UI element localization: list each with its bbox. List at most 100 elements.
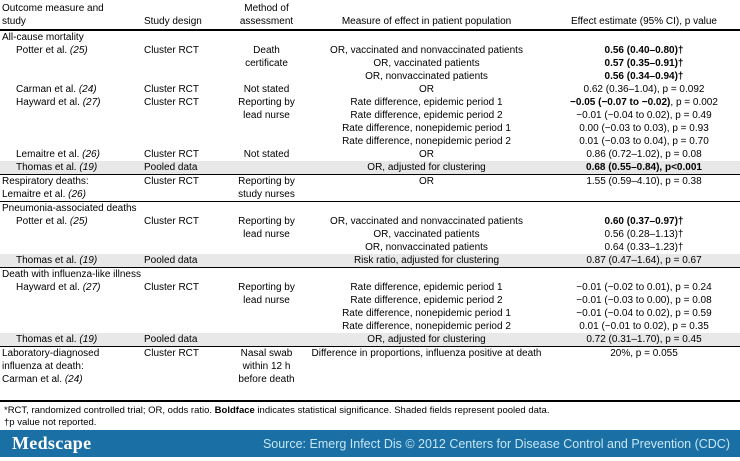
measure-cell: Rate difference, nonepidemic period 2 [342, 136, 511, 147]
effect-cell: 0.56 (0.40–0.80)† [548, 44, 740, 57]
measure-cell: OR, adjusted for clustering [305, 161, 548, 175]
method-cell: Reporting by lead nurse [238, 216, 295, 240]
effect-text: −0.01 (−0.03 to 0.00), p = 0.08 [576, 295, 712, 306]
section-title: Laboratory-diagnosed influenza at death: [2, 348, 100, 372]
effect-text: 0.01 (−0.03 to 0.04), p = 0.70 [579, 136, 709, 147]
table-row-pooled: Thomas et al. (19) Pooled data OR, adjus… [0, 161, 740, 175]
table-row: OR, nonvaccinated patients 0.56 (0.34–0.… [0, 70, 740, 83]
study-name: Hayward et al. [16, 282, 80, 293]
measure-cell: Risk ratio, adjusted for clustering [305, 254, 548, 268]
measure-cell: Rate difference, epidemic period 2 [350, 295, 503, 306]
table-row: OR, nonvaccinated patients 0.64 (0.33–1.… [0, 241, 740, 254]
section-all-cause-mortality: All-cause mortality Potter et al. (25) C… [0, 30, 740, 175]
effect-bold: 0.56 (0.40–0.80)† [604, 45, 684, 56]
effect-cell: 0.56 (0.34–0.94)† [548, 70, 740, 83]
effect-cell: 0.01 (−0.03 to 0.04), p = 0.70 [548, 135, 740, 148]
method-cell: Not stated [243, 149, 290, 160]
measure-cell: OR, vaccinated and nonvaccinated patient… [330, 45, 523, 56]
effect-cell: 0.72 (0.31–1.70), p = 0.45 [548, 333, 740, 347]
study-ref: (26) [82, 149, 100, 160]
measure-cell: OR, vaccinated patients [373, 229, 480, 240]
effect-text: −0.01 (−0.04 to 0.02), p = 0.49 [576, 110, 712, 121]
effect-text: 0.86 (0.72–1.02), p = 0.08 [586, 149, 702, 160]
footnote-boldface: Boldface [214, 405, 255, 416]
table-row-pooled: Thomas et al. (19) Pooled data OR, adjus… [0, 333, 740, 347]
section-title: Respiratory deaths: [2, 176, 89, 187]
outcome-cell: Respiratory deaths: Lemaitre et al. (26) [0, 174, 140, 202]
measure-cell: Rate difference, nonepidemic period 1 [342, 308, 511, 319]
table-row: Rate difference, nonepidemic period 1 0.… [0, 122, 740, 135]
effect-bold: 0.60 (0.37–0.97)† [604, 216, 684, 227]
study-name: Carman et al. [2, 374, 63, 385]
effect-cell: −0.05 (−0.07 to −0.02), p = 0.002 [548, 96, 740, 109]
effect-text: 0.01 (−0.01 to 0.02), p = 0.35 [579, 321, 709, 332]
method-cell [228, 333, 305, 347]
study-cell: Carman et al. (24) [0, 83, 140, 96]
method-cell [228, 254, 305, 268]
measure-cell: OR, adjusted for clustering [305, 333, 548, 347]
section-title: Death with influenza-like illness [0, 267, 740, 281]
study-name: Thomas et al. [16, 334, 77, 345]
measure-cell: Rate difference, nonepidemic period 1 [342, 123, 511, 134]
study-ref: (19) [79, 334, 98, 345]
study-ref: (27) [82, 97, 101, 108]
table-row: Hayward et al. (27) Cluster RCT Reportin… [0, 281, 740, 306]
effect-cell: 0.62 (0.36–1.04), p = 0.092 [548, 83, 740, 96]
study-name: Thomas et al. [16, 255, 77, 266]
footnote-line-2: †p value not reported. [4, 417, 97, 428]
measure-cell: Rate difference, epidemic period 2 [350, 110, 503, 121]
col-header-measure: Measure of effect in patient population [305, 0, 548, 31]
table-header: Outcome measure and study Study design M… [0, 0, 740, 31]
effect-text: 0.64 (0.33–1.23)† [604, 242, 684, 253]
col-header-effect: Effect estimate (95% CI), p value [548, 0, 740, 31]
effect-text: 0.72 (0.31–1.70), p = 0.45 [586, 334, 702, 345]
effect-cell: −0.01 (−0.02 to 0.01), p = 0.24 [548, 281, 740, 294]
study-ref: (24) [64, 374, 83, 385]
measure-cell: Rate difference, epidemic period 1 [350, 97, 503, 108]
table-row: Potter et al. (25) Cluster RCT Death cer… [0, 44, 740, 69]
section-title-row: All-cause mortality [0, 30, 740, 44]
effect-text: 20%, p = 0.055 [610, 348, 678, 359]
design-cell: Cluster RCT [144, 45, 200, 56]
study-name: Potter et al. [16, 45, 68, 56]
design-cell: Cluster RCT [144, 149, 200, 160]
effect-text: 0.56 (0.28–1.13)† [604, 229, 684, 240]
measure-cell: OR, vaccinated and nonvaccinated patient… [330, 216, 523, 227]
effect-bold: 0.68 (0.55–0.84), p<0.001 [586, 162, 702, 173]
table-row: Respiratory deaths: Lemaitre et al. (26)… [0, 174, 740, 202]
col-header-method: Method of assessment [228, 0, 305, 31]
study-ref: (19) [79, 162, 98, 173]
effect-text: −0.01 (−0.02 to 0.01), p = 0.24 [576, 282, 712, 293]
table-row: Rate difference, nonepidemic period 1 −0… [0, 307, 740, 320]
method-cell: Death certificate [245, 45, 288, 69]
footnote-text: indicates statistical significance. Shad… [254, 405, 550, 416]
table-row: Hayward et al. (27) Cluster RCT Reportin… [0, 96, 740, 121]
footnote-line-1: *RCT, randomized controlled trial; OR, o… [4, 405, 736, 417]
section-title: All-cause mortality [2, 32, 84, 43]
study-cell: Hayward et al. (27) [0, 96, 140, 148]
method-cell [228, 161, 305, 175]
study-ref: (19) [79, 255, 98, 266]
design-cell: Pooled data [140, 161, 228, 175]
effect-text: 0.00 (−0.03 to 0.03), p = 0.93 [579, 123, 709, 134]
effect-cell: −0.01 (−0.04 to 0.02), p = 0.49 [548, 109, 740, 122]
header-row: Outcome measure and study Study design M… [0, 0, 740, 31]
design-cell: Cluster RCT [140, 174, 228, 202]
table-row: Laboratory-diagnosed influenza at death:… [0, 346, 740, 400]
effect-cell: 0.01 (−0.01 to 0.02), p = 0.35 [548, 320, 740, 333]
study-ref: (24) [78, 84, 97, 95]
study-ref: (25) [69, 45, 88, 56]
effect-cell: −0.01 (−0.04 to 0.02), p = 0.59 [548, 307, 740, 320]
study-cell: Thomas et al. (19) [0, 254, 140, 268]
outcome-cell: Laboratory-diagnosed influenza at death:… [0, 346, 140, 400]
table-row: Rate difference, nonepidemic period 2 0.… [0, 320, 740, 333]
section-respiratory-deaths: Respiratory deaths: Lemaitre et al. (26)… [0, 174, 740, 202]
method-cell: Not stated [243, 84, 290, 95]
study-cell: Potter et al. (25) [0, 44, 140, 83]
measure-cell: Difference in proportions, influenza pos… [305, 346, 548, 400]
table-row: Rate difference, epidemic period 2 −0.01… [0, 294, 740, 307]
effect-cell: 0.00 (−0.03 to 0.03), p = 0.93 [548, 122, 740, 135]
section-death-ili: Death with influenza-like illness Haywar… [0, 267, 740, 347]
measure-cell: Rate difference, nonepidemic period 2 [342, 321, 511, 332]
study-line: Carman et al. (24) [2, 373, 138, 386]
